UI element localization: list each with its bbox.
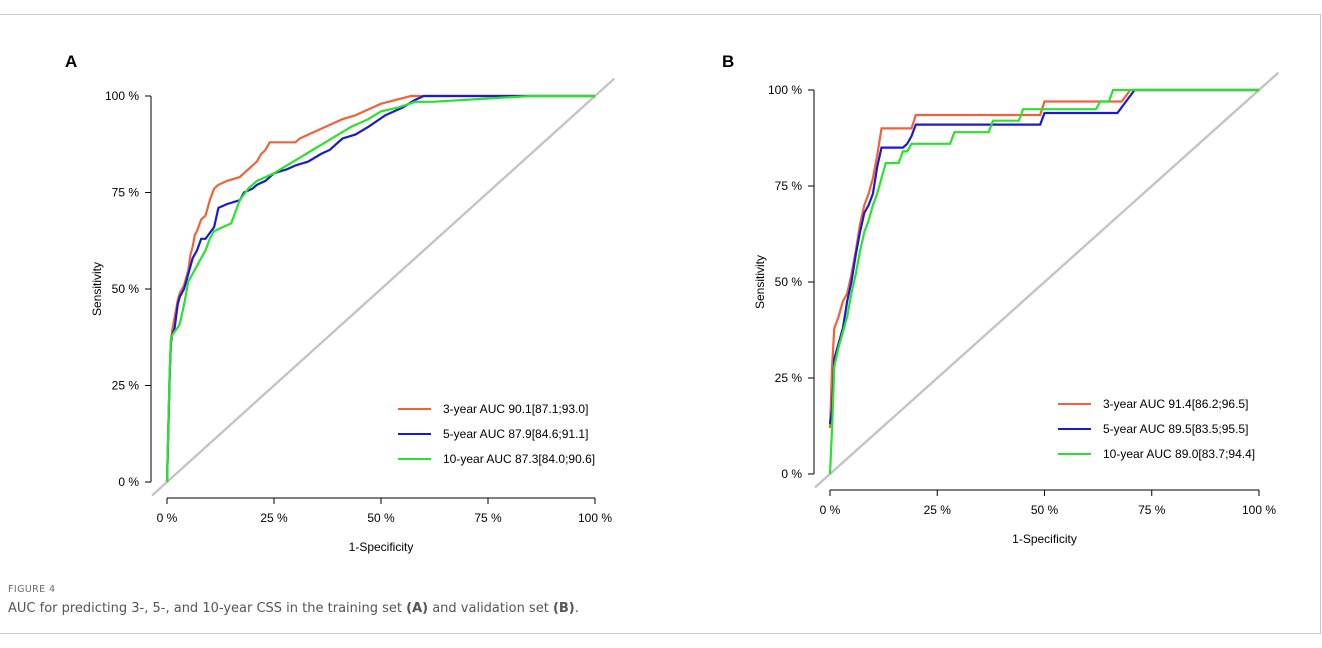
roc-curve-2 [828, 88, 1259, 425]
figure-caption: AUC for predicting 3-, 5-, and 10-year C… [8, 601, 579, 616]
legend-entry-1: 3-year AUC 90.1[87.1;93.0] [443, 402, 588, 416]
roc-curve-2 [165, 94, 595, 483]
x-tick-label: 25 % [260, 511, 288, 525]
roc-curve-3 [828, 88, 1259, 475]
y-tick-label: 75 % [112, 186, 140, 200]
y-axis-label: Sensitivity [90, 262, 104, 316]
y-tick-label: 50 % [112, 282, 140, 296]
x-tick-label: 75 % [474, 511, 502, 525]
legend-entry-2: 5-year AUC 87.9[84.6;91.1] [443, 427, 588, 441]
y-tick-label: 75 % [775, 179, 803, 193]
figure-label: FIGURE 4 [8, 584, 56, 595]
y-tick-label: 50 % [775, 275, 803, 289]
x-tick-label: 0 % [820, 503, 841, 517]
x-tick-label: 100 % [578, 511, 612, 525]
x-axis-label: 1-Specificity [1012, 532, 1077, 546]
roc-chart-b: 0 % 25 % 50 % 75 % 100 % Sensitivity 0 % 25 % 50… [753, 71, 1280, 546]
y-tick-label: 100 % [105, 89, 139, 103]
x-tick-label: 25 % [924, 503, 952, 517]
x-axis-label: 1-Specificity [349, 540, 414, 554]
roc-curve-3 [165, 94, 595, 483]
y-tick-label: 0 % [781, 467, 802, 481]
y-tick-label: 25 % [775, 371, 803, 385]
x-tick-label: 50 % [367, 511, 395, 525]
y-tick-label: 100 % [768, 83, 802, 97]
x-tick-label: 0 % [157, 511, 178, 525]
legend-entry-1: 3-year AUC 91.4[86.2;96.5] [1103, 397, 1248, 411]
legend-entry-3: 10-year AUC 89.0[83.7;94.4] [1103, 447, 1255, 461]
x-tick-label: 75 % [1138, 503, 1166, 517]
roc-chart-a: 0 % 25 % 50 % 75 % 100 % Sensitivity 0 % 25 % 50… [90, 77, 616, 554]
y-axis-label: Sensitivity [753, 255, 767, 309]
y-tick-label: 25 % [112, 379, 140, 393]
legend-entry-3: 10-year AUC 87.3[84.0;90.6] [443, 452, 595, 466]
legend-entry-2: 5-year AUC 89.5[83.5;95.5] [1103, 422, 1248, 436]
x-tick-label: 100 % [1242, 503, 1276, 517]
x-tick-label: 50 % [1031, 503, 1059, 517]
y-tick-label: 0 % [118, 475, 139, 489]
figure-frame [0, 14, 1321, 634]
reference-diagonal [151, 77, 616, 497]
panel-label-a: A [65, 52, 78, 71]
reference-diagonal [814, 71, 1280, 489]
roc-curve-1 [828, 88, 1259, 428]
panel-label-b: B [722, 52, 735, 71]
